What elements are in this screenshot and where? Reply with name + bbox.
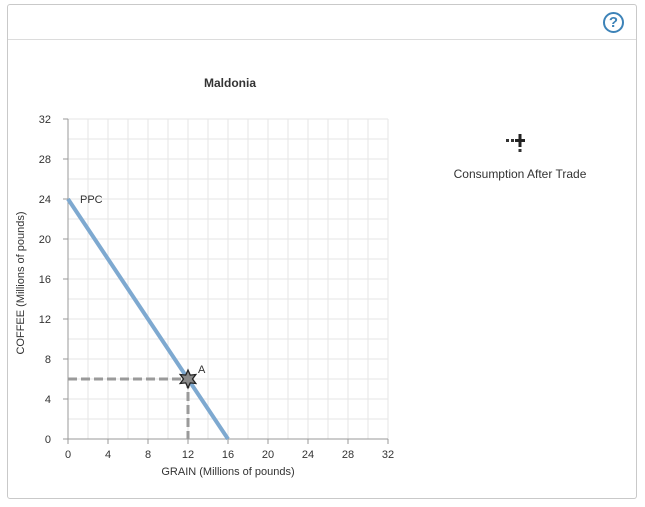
panel-header: ?	[8, 5, 636, 40]
x-axis-label: GRAIN (Millions of pounds)	[161, 466, 294, 478]
axes: 0 4 8 12 16 20 24 28 32 0 4 8 12 16 20 24 28 32	[39, 114, 394, 461]
y-tick-label: 20	[39, 234, 51, 246]
points[interactable]: A	[178, 364, 206, 390]
y-tick-label: 0	[45, 434, 51, 446]
chart-title: Maldonia	[204, 76, 256, 90]
point-a-label: A	[198, 364, 206, 376]
y-tick-label: 4	[45, 394, 51, 406]
guide-lines	[68, 377, 190, 439]
consumption-after-trade-tool[interactable]: Consumption After Trade	[440, 130, 600, 190]
y-tick-label: 24	[39, 194, 51, 206]
x-tick-label: 28	[342, 449, 354, 461]
x-tick-label: 0	[65, 449, 71, 461]
point-marker-icon	[506, 134, 525, 152]
series: PPC	[66, 194, 230, 441]
x-tick-label: 32	[382, 449, 394, 461]
help-button[interactable]: ?	[603, 12, 624, 33]
x-tick-label: 4	[105, 449, 111, 461]
x-tick-label: 8	[145, 449, 151, 461]
x-tick-label: 24	[302, 449, 314, 461]
y-axis-label: COFFEE (Millions of pounds)	[15, 211, 27, 354]
consumption-after-trade-label: Consumption After Trade	[453, 167, 587, 181]
ppc-line[interactable]	[66, 197, 230, 441]
x-tick-label: 16	[222, 449, 234, 461]
point-a-marker[interactable]	[178, 368, 198, 390]
graph-panel: ?	[7, 4, 637, 499]
y-tick-label: 16	[39, 274, 51, 286]
ppc-label: PPC	[80, 194, 103, 206]
x-tick-label: 12	[182, 449, 194, 461]
y-tick-label: 32	[39, 114, 51, 126]
grid	[68, 118, 389, 439]
y-tick-label: 28	[39, 154, 51, 166]
x-tick-label: 20	[262, 449, 274, 461]
y-tick-label: 12	[39, 314, 51, 326]
y-tick-label: 8	[45, 354, 51, 366]
